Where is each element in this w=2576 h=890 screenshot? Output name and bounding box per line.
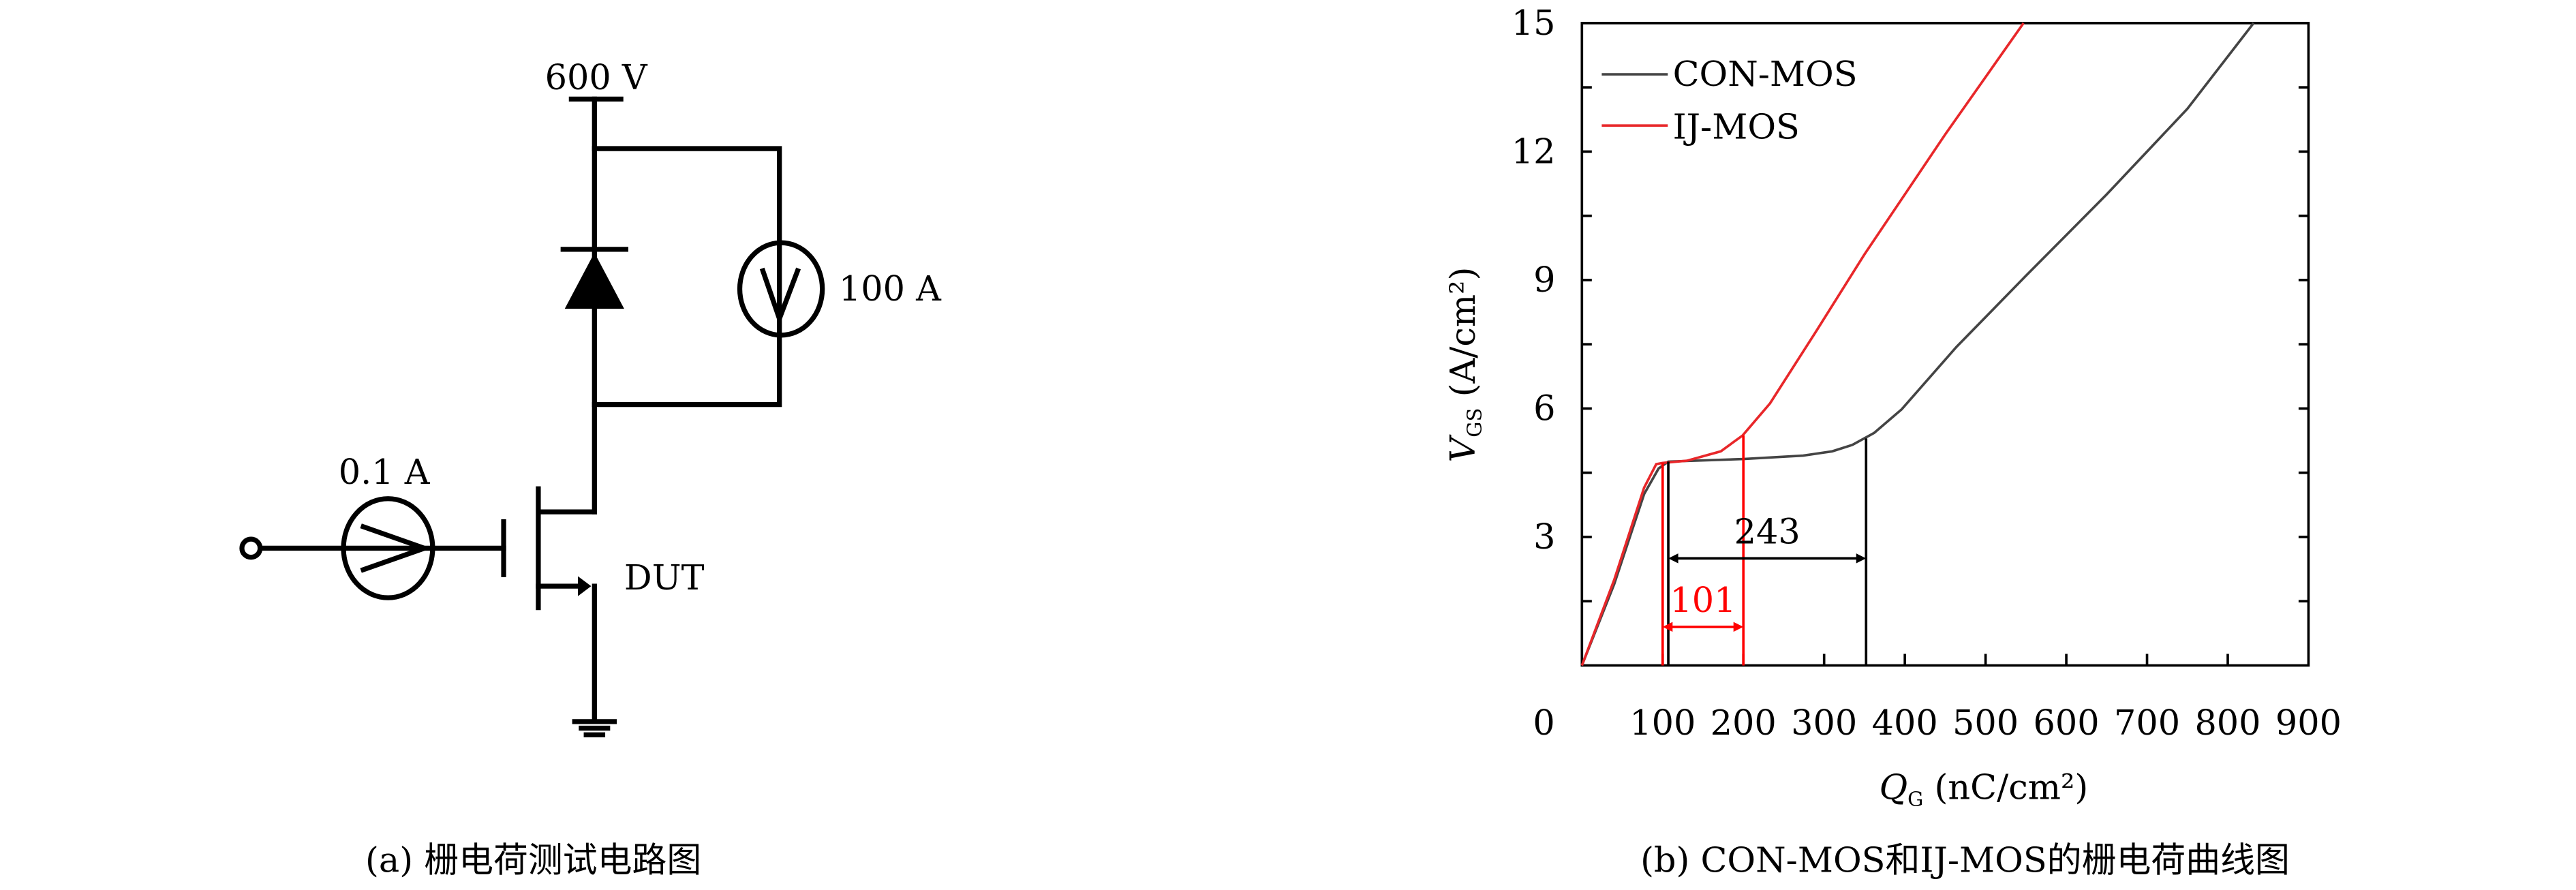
current-source-100a-icon bbox=[737, 240, 825, 338]
y-axis-label: VGS (A/cm²) bbox=[1443, 267, 1486, 463]
x-tick-label: 100 bbox=[1629, 703, 1696, 743]
series-line-con-mos bbox=[1580, 22, 2255, 666]
y-label-sub: GS bbox=[1462, 408, 1486, 438]
right-arrow-icon bbox=[360, 523, 432, 573]
y-tick-label: 6 bbox=[1533, 388, 1555, 428]
x-tick-label: 900 bbox=[2275, 703, 2342, 743]
x-axis-label: QG (nC/cm²) bbox=[1879, 767, 2088, 811]
dimension-label: 101 bbox=[1670, 580, 1736, 620]
y-tick-label: 3 bbox=[1533, 517, 1555, 557]
arrowhead-left-icon bbox=[1668, 553, 1678, 564]
current-source-0.1a-icon bbox=[341, 496, 435, 600]
input-terminal-icon bbox=[239, 536, 263, 560]
x-tick-label: 500 bbox=[1952, 703, 2019, 743]
x-tick-label: 0 bbox=[1533, 703, 1554, 743]
diode-icon bbox=[564, 252, 624, 309]
legend: CON-MOS IJ-MOS bbox=[1601, 54, 1858, 147]
y-label-unit: (A/cm²) bbox=[1443, 267, 1483, 408]
gate-charge-chart: 0 100 200 300 400 500 600 700 800 900 3 6 9 12 15 243 1… bbox=[1443, 3, 2342, 880]
x-label-sub: G bbox=[1907, 787, 1923, 810]
x-label-unit: (nC/cm²) bbox=[1923, 767, 2088, 808]
y-label-main: V bbox=[1443, 433, 1483, 462]
x-label-main: Q bbox=[1879, 767, 1907, 808]
caption-b: (b) CON-MOS和IJ-MOS的栅电荷曲线图 bbox=[1640, 840, 2290, 880]
x-tick-label: 800 bbox=[2194, 703, 2260, 743]
load-source-label: 100 A bbox=[839, 268, 942, 309]
y-tick-label: 12 bbox=[1512, 131, 1556, 171]
down-arrow-icon bbox=[759, 267, 801, 326]
x-tick-label: 300 bbox=[1791, 703, 1857, 743]
device-label: DUT bbox=[624, 557, 705, 598]
x-tick-label: 700 bbox=[2114, 703, 2180, 743]
supply-label: 600 V bbox=[545, 57, 648, 97]
legend-label-con-mos: CON-MOS bbox=[1673, 54, 1858, 94]
y-tick-label: 15 bbox=[1512, 3, 1556, 43]
circuit-diagram: 600 V 100 A DUT 0.1 A (a) 栅电荷测试电路图 bbox=[239, 57, 942, 880]
source-arrow-icon bbox=[578, 576, 592, 596]
legend-label-ij-mos: IJ-MOS bbox=[1673, 107, 1800, 147]
arrowhead-right-icon bbox=[1856, 553, 1867, 564]
x-tick-label: 200 bbox=[1711, 703, 1777, 743]
y-tick-label: 9 bbox=[1533, 260, 1555, 300]
caption-a: (a) 栅电荷测试电路图 bbox=[365, 840, 701, 880]
dimension-label: 243 bbox=[1734, 512, 1800, 552]
arrowhead-right-icon bbox=[1733, 622, 1744, 632]
gate-source-label: 0.1 A bbox=[339, 452, 431, 492]
arrowhead-left-icon bbox=[1662, 622, 1673, 632]
x-tick-label: 600 bbox=[2034, 703, 2100, 743]
series-line-ij-mos bbox=[1580, 22, 2025, 666]
x-tick-label: 400 bbox=[1872, 703, 1938, 743]
freewheel-loop bbox=[592, 146, 782, 408]
